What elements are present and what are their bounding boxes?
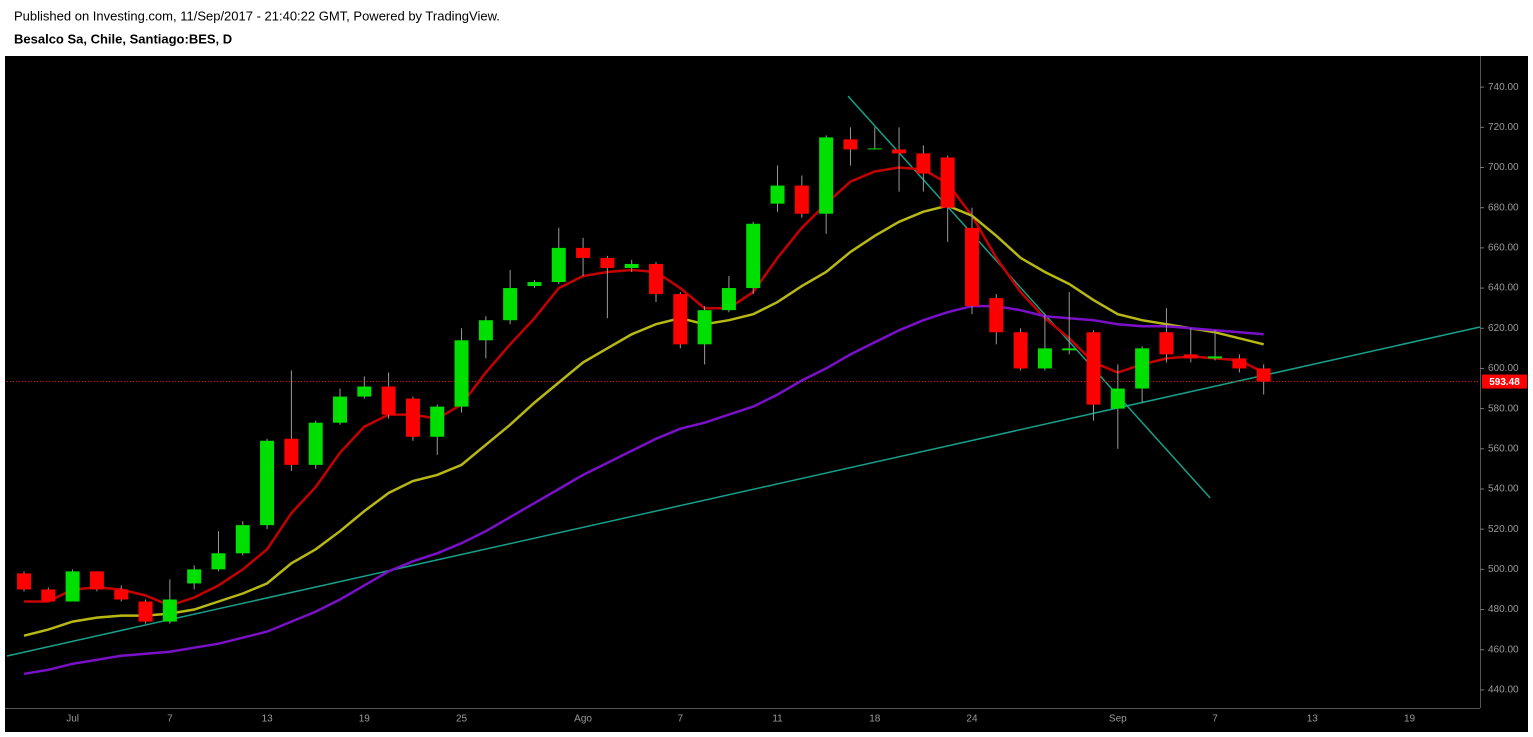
candle-body (770, 185, 785, 204)
moving-average-line (23, 304, 1264, 676)
candle-body (89, 571, 104, 590)
candle-body (503, 288, 518, 321)
candle-body (308, 422, 323, 465)
candle-body (1183, 354, 1198, 359)
candle-body (405, 398, 420, 437)
candle-body (138, 601, 153, 622)
x-tick-label: Ago (574, 714, 592, 725)
candle-body (41, 589, 56, 602)
chart-background (5, 56, 1528, 732)
candle-body (1037, 348, 1052, 369)
last-price-box (1482, 374, 1527, 389)
x-tick-label: 19 (359, 714, 371, 725)
y-tick-label: 560.00 (1488, 443, 1519, 454)
candle-body (114, 589, 129, 600)
candle-body (1159, 332, 1174, 355)
candle-body (551, 247, 566, 283)
candle-body (454, 340, 469, 407)
symbol-title: Besalco Sa, Chile, Santiago:BES, D (14, 31, 232, 46)
candle-body (333, 396, 348, 423)
candle-body (65, 571, 80, 602)
candle-body (430, 406, 445, 437)
y-tick-label: 660.00 (1488, 243, 1519, 254)
candle-body (478, 320, 493, 341)
x-tick-label: 11 (772, 714, 783, 725)
x-tick-label: Jul (66, 714, 79, 725)
x-tick-label: 13 (1307, 714, 1319, 725)
x-tick-label: 18 (869, 714, 881, 725)
candle-body (1013, 332, 1028, 369)
candle-body (746, 223, 761, 289)
y-tick-label: 460.00 (1488, 644, 1519, 655)
candle-body (892, 149, 907, 154)
y-tick-label: 640.00 (1488, 283, 1519, 294)
published-line: Published on Investing.com, 11/Sep/2017 … (14, 8, 500, 23)
candle-body (648, 263, 663, 295)
trend-line (847, 95, 1211, 499)
candle-body (697, 310, 712, 345)
last-price-label: 593.48 (1489, 377, 1520, 388)
candle-body (721, 288, 736, 311)
x-tick-label: 19 (1404, 714, 1416, 725)
y-tick-label: 720.00 (1488, 122, 1519, 133)
candle-body (187, 569, 202, 584)
candle-body (867, 148, 882, 150)
candle-body (794, 185, 809, 214)
candle-body (235, 525, 250, 554)
candle-body (1232, 358, 1247, 369)
candle-body (1086, 332, 1101, 405)
candle-body (1135, 348, 1150, 389)
candle-body (964, 227, 979, 307)
x-tick-label: 7 (1212, 714, 1218, 725)
y-tick-label: 580.00 (1488, 403, 1519, 414)
y-tick-label: 620.00 (1488, 323, 1519, 334)
candle-body (357, 386, 372, 397)
candle-body (576, 247, 591, 258)
y-tick-label: 700.00 (1488, 162, 1519, 173)
y-tick-label: 440.00 (1488, 685, 1519, 696)
candle-body (600, 257, 615, 268)
y-tick-label: 520.00 (1488, 524, 1519, 535)
candle-body (211, 553, 226, 570)
candle-body (1110, 388, 1125, 409)
candle-body (843, 139, 858, 150)
candle-body (673, 294, 688, 345)
candle-body (1256, 368, 1271, 382)
candle-body (624, 263, 639, 268)
candle-body (527, 282, 542, 287)
moving-average-line (24, 166, 1265, 607)
x-tick-label: 7 (167, 714, 173, 725)
candle-body (1208, 356, 1223, 359)
y-tick-label: 500.00 (1488, 564, 1519, 575)
candle-body (940, 157, 955, 208)
y-tick-label: 680.00 (1488, 202, 1519, 213)
candle-body (260, 440, 275, 526)
candle-body (381, 386, 396, 415)
candle-body (819, 137, 834, 214)
candle-body (162, 599, 177, 622)
moving-average-line (23, 204, 1264, 637)
candle-body (916, 153, 931, 174)
x-tick-label: 7 (678, 714, 684, 725)
candle-body (284, 438, 299, 465)
x-tick-label: 25 (456, 714, 468, 725)
x-tick-label: 24 (966, 714, 978, 725)
candle-body (989, 298, 1004, 333)
candle-body (17, 573, 32, 590)
y-tick-label: 480.00 (1488, 604, 1519, 615)
y-tick-label: 600.00 (1488, 363, 1519, 374)
y-tick-label: 740.00 (1488, 82, 1519, 93)
y-tick-label: 540.00 (1488, 484, 1519, 495)
candle-body (1062, 348, 1077, 351)
x-tick-label: 13 (262, 714, 274, 725)
x-tick-label: Sep (1109, 714, 1127, 725)
